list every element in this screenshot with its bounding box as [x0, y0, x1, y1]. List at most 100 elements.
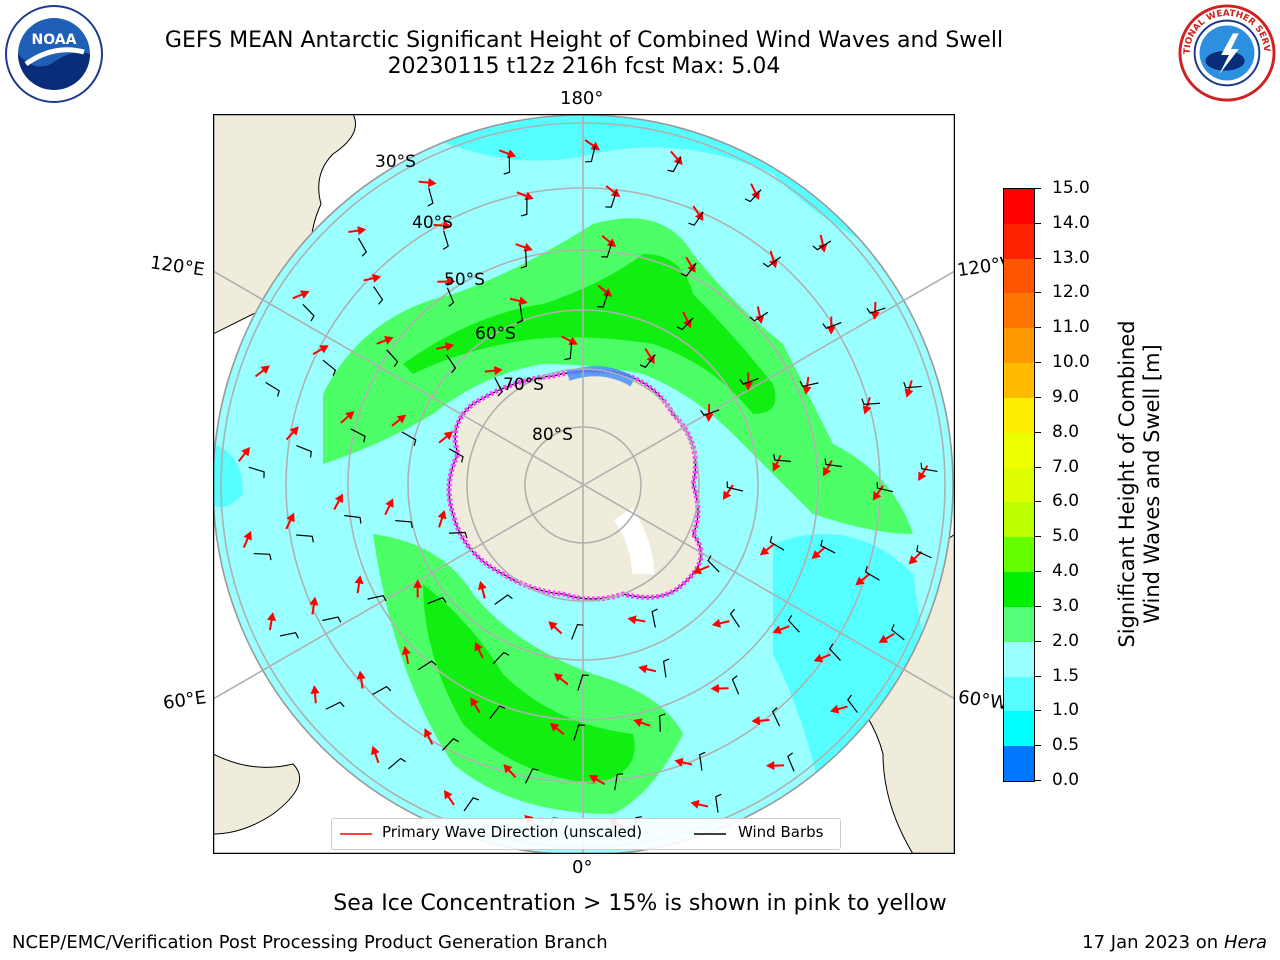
- wave-arrow-head: [870, 311, 880, 321]
- wind-barbs: [248, 145, 938, 834]
- wind-barb: [573, 724, 585, 741]
- colorbar-tick-mark: [1034, 536, 1041, 538]
- colorbar-tick-label: 8.0: [1052, 421, 1080, 442]
- wave-arrow-head: [396, 414, 407, 424]
- wind-barb: [248, 466, 265, 478]
- wind-barb: [729, 608, 740, 628]
- colorbar-tick-mark: [1034, 501, 1041, 503]
- wind-barb: [442, 230, 449, 250]
- wind-barb: [700, 409, 720, 416]
- colorbar-segment: [1004, 258, 1034, 294]
- colorbar-tick-label: 13.0: [1052, 247, 1090, 268]
- wind-barb: [372, 685, 392, 696]
- colorbar-tick-mark: [1034, 396, 1041, 398]
- wave-arrow-head: [309, 596, 319, 606]
- wind-barb: [296, 445, 312, 458]
- chart-subtitle: 20230115 t12z 216h fcst Max: 5.04: [387, 54, 781, 79]
- wave-arrow-head: [908, 555, 918, 565]
- wave-arrow-head: [286, 512, 295, 523]
- wave-arrow-head: [334, 493, 343, 504]
- wind-barb: [891, 624, 905, 641]
- wind-barb: [812, 240, 832, 251]
- wave-arrow-head: [289, 426, 299, 436]
- wave-arrow-head: [310, 685, 320, 694]
- colorbar-tick-label: 1.0: [1052, 700, 1080, 721]
- colorbar-tick-label: 7.0: [1052, 456, 1080, 477]
- wind-barb: [427, 597, 447, 605]
- wave-arrow-head: [518, 296, 528, 306]
- chart-title: GEFS MEAN Antarctic Significant Height o…: [164, 28, 1004, 53]
- wave-arrow-head: [751, 716, 761, 726]
- lat-label-80s: 80°S: [532, 425, 573, 445]
- wind-barb: [762, 256, 781, 268]
- colorbar-tick-mark: [1034, 327, 1041, 329]
- wave-arrow-head: [447, 277, 456, 287]
- colorbar-tick-label: 3.0: [1052, 595, 1080, 616]
- wave-arrow-head: [589, 775, 599, 784]
- colorbar-tick-mark: [1034, 675, 1041, 677]
- wave-arrow-head: [772, 462, 781, 472]
- colorbar-tick-label: 1.5: [1052, 665, 1080, 686]
- wind-barb: [344, 514, 362, 524]
- lon-label-60e: 60°E: [161, 687, 208, 714]
- wind-barb: [279, 632, 299, 639]
- svg-text:NOAA: NOAA: [32, 32, 77, 48]
- lat-label-40s: 40°S: [412, 213, 453, 233]
- colorbar-segment: [1004, 363, 1034, 399]
- antarctica-land: [448, 370, 702, 600]
- colorbar-tick-mark: [1034, 745, 1041, 747]
- wave-arrow-head: [427, 178, 437, 188]
- wind-barb: [367, 594, 387, 602]
- wave-arrow-head: [855, 576, 865, 586]
- wind-barb: [726, 481, 744, 492]
- wave-arrow-head: [627, 615, 637, 625]
- colorbar-segment: [1004, 746, 1034, 782]
- wave-arrow-head: [811, 550, 821, 560]
- wind-barb: [350, 428, 366, 443]
- colorbar-segment: [1004, 293, 1034, 329]
- wave-arrow-head: [503, 764, 513, 774]
- wave-arrow-head: [354, 575, 364, 585]
- wind-barb: [651, 608, 658, 628]
- wave-arrow-head: [267, 612, 277, 622]
- wave-arrow-head: [823, 466, 832, 477]
- wave-zone-4-5m: [423, 584, 635, 784]
- wave-arrow-head: [674, 757, 684, 767]
- wind-barb: [773, 454, 791, 462]
- map-legend: Primary Wave Direction (unscaled) Wind B…: [331, 818, 841, 850]
- colorbar-segment: [1004, 711, 1034, 747]
- wave-arrow-head: [345, 410, 355, 420]
- colorbar-title-line1: Significant Height of Combined: [1115, 320, 1139, 648]
- wind-barb: [597, 291, 609, 308]
- colorbar-tick-mark: [1034, 257, 1041, 259]
- wave-arrow-head: [690, 799, 700, 809]
- wave-arrow-head: [553, 673, 564, 682]
- colorbar: [1003, 188, 1035, 782]
- wind-barb: [847, 694, 858, 713]
- wind-barb: [427, 187, 434, 207]
- wind-barb: [771, 707, 781, 727]
- wind-barb: [866, 307, 886, 314]
- footer-date-text: 17 Jan 2023 on: [1082, 932, 1219, 953]
- wind-barb: [571, 623, 584, 640]
- wave-arrow-head: [370, 745, 380, 756]
- wind-barb: [769, 536, 785, 551]
- wind-barb: [448, 448, 464, 463]
- wind-barb: [787, 614, 800, 633]
- wave-arrow-head: [692, 565, 702, 575]
- wave-arrow-head: [862, 405, 872, 415]
- wind-barb: [322, 359, 337, 376]
- colorbar-segment: [1004, 572, 1034, 608]
- wave-arrow-head: [413, 579, 423, 588]
- colorbar-segment: [1004, 606, 1034, 643]
- wind-barb: [614, 773, 624, 791]
- wind-barb: [463, 797, 480, 812]
- colorbar-tick-label: 11.0: [1052, 317, 1090, 338]
- wave-arrow-head: [711, 618, 722, 628]
- wave-arrow-head: [300, 290, 310, 299]
- colorbar-segment: [1004, 189, 1034, 225]
- wave-arrow-head: [442, 221, 452, 231]
- lat-label-50s: 50°S: [444, 270, 485, 290]
- footer-branch: NCEP/EMC/Verification Post Processing Pr…: [12, 932, 608, 953]
- wave-arrow-head: [443, 789, 453, 800]
